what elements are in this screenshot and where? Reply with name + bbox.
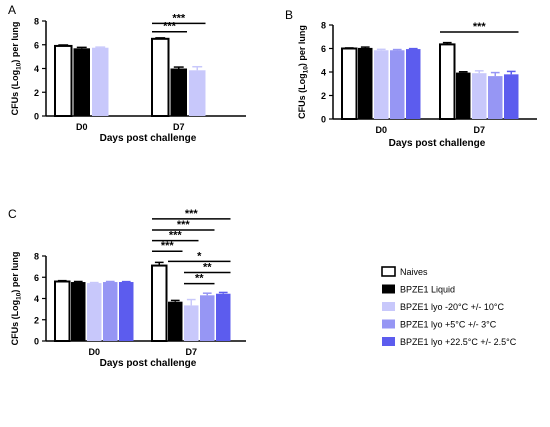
y-axis-label: CFUs (Log10) per lung xyxy=(10,22,23,116)
bar xyxy=(358,47,373,119)
bar xyxy=(472,73,487,119)
legend-swatch xyxy=(382,302,395,311)
bar xyxy=(73,48,90,116)
legend-label: Naives xyxy=(400,267,428,277)
significance-label: *** xyxy=(473,21,487,33)
significance-label: ** xyxy=(203,261,212,273)
y-tick-label: 2 xyxy=(34,88,39,98)
bar xyxy=(374,50,389,120)
panel-label: A xyxy=(8,3,16,17)
x-tick-label: D7 xyxy=(473,125,485,135)
bar xyxy=(456,72,471,119)
significance-label: ** xyxy=(195,273,204,285)
bar xyxy=(504,74,519,119)
legend-swatch xyxy=(381,266,396,277)
y-tick-label: 8 xyxy=(34,17,39,27)
legend-swatch xyxy=(382,319,395,329)
legend-label: BPZE1 Liquid xyxy=(400,285,455,295)
x-tick-label: D0 xyxy=(88,347,100,357)
legend-label: BPZE1 lyo +22.5°C +/- 2.5°C xyxy=(400,337,517,347)
legend-label: BPZE1 lyo +5°C +/- 3°C xyxy=(400,320,497,330)
bar xyxy=(341,47,358,120)
x-tick-label: D7 xyxy=(185,347,197,357)
bar xyxy=(189,70,206,116)
bar xyxy=(390,50,405,120)
significance-label: *** xyxy=(161,240,175,252)
bar xyxy=(439,43,456,121)
x-axis-label: Days post challenge xyxy=(100,133,197,144)
bar xyxy=(151,37,170,117)
y-tick-label: 6 xyxy=(34,273,39,283)
significance-label: *** xyxy=(172,12,186,24)
bar xyxy=(406,49,421,119)
y-tick-label: 2 xyxy=(321,91,326,101)
y-axis-label: CFUs (Log10) per lung xyxy=(10,252,23,346)
legend-swatch xyxy=(382,337,395,346)
x-tick-label: D7 xyxy=(173,122,185,132)
bar xyxy=(54,44,73,117)
significance-label: *** xyxy=(185,208,199,220)
y-tick-label: 0 xyxy=(321,115,326,125)
bar xyxy=(216,293,231,341)
chart-panel-b: B 0 2 4 6 8 CFUs (Log10) per lung D0 D7 Days post… xyxy=(285,8,537,149)
y-tick-label: 4 xyxy=(321,68,326,78)
bar xyxy=(103,282,118,341)
legend-label: BPZE1 lyo -20°C +/- 10°C xyxy=(400,302,504,312)
bar xyxy=(170,68,187,116)
significance-label: *** xyxy=(177,219,191,231)
bar xyxy=(87,283,102,341)
significance-label: *** xyxy=(169,230,183,242)
y-tick-label: 0 xyxy=(34,112,39,122)
x-axis-label: Days post challenge xyxy=(100,358,197,369)
panel-label: C xyxy=(8,207,17,221)
y-tick-label: 2 xyxy=(34,315,39,325)
x-tick-label: D0 xyxy=(76,122,88,132)
y-axis-label: CFUs (Log10) per lung xyxy=(297,25,310,119)
bar xyxy=(71,282,86,341)
legend-swatch xyxy=(382,284,395,294)
y-tick-label: 6 xyxy=(34,40,39,50)
bar xyxy=(54,280,71,342)
bar xyxy=(184,305,199,341)
bar xyxy=(119,282,134,341)
legend: Naives BPZE1 Liquid BPZE1 lyo -20°C +/- 10… xyxy=(381,266,517,347)
y-tick-label: 8 xyxy=(34,252,39,262)
bar xyxy=(151,264,168,342)
y-tick-label: 4 xyxy=(34,64,39,74)
y-tick-label: 4 xyxy=(34,294,39,304)
bar xyxy=(168,301,183,341)
y-tick-label: 0 xyxy=(34,337,39,347)
panel-label: B xyxy=(285,8,293,22)
significance-label: * xyxy=(197,250,202,262)
y-tick-label: 6 xyxy=(321,44,326,54)
bar xyxy=(488,76,503,119)
x-tick-label: D0 xyxy=(375,125,387,135)
bar xyxy=(92,47,109,116)
x-axis-label: Days post challenge xyxy=(389,138,486,149)
y-tick-label: 8 xyxy=(321,21,326,31)
bar xyxy=(200,295,215,341)
